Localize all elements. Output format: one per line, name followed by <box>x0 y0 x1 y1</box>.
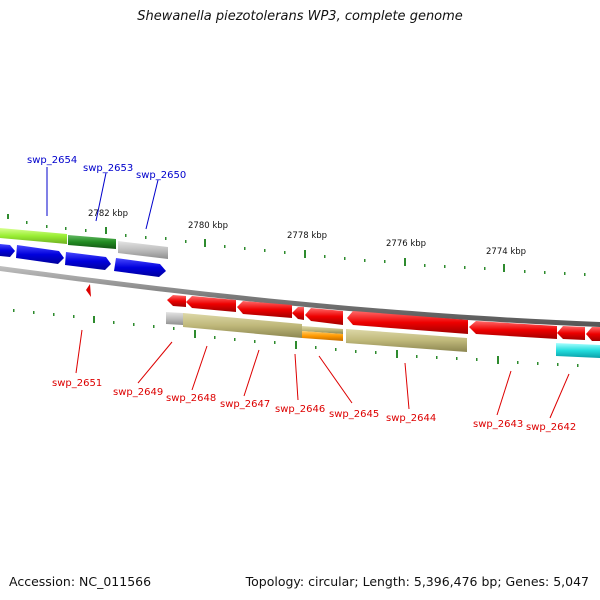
gene-arrow-blue <box>16 245 64 264</box>
lower-gene-labels: swp_2651 swp_2649 swp_2648 swp_2647 swp_… <box>52 329 576 433</box>
gene-marker-red <box>86 284 91 297</box>
map-title: Shewanella piezotolerans WP3, complete g… <box>137 9 463 24</box>
gene-label: swp_2643 <box>473 419 523 430</box>
gene-label: swp_2648 <box>166 393 216 404</box>
gene-arrow-blue <box>114 258 166 277</box>
scale-labels: 2782 kbp 2780 kbp 2778 kbp 2776 kbp 2774… <box>88 209 526 257</box>
gene-label: swp_2645 <box>329 409 379 420</box>
gene-arrow-khaki <box>183 313 302 338</box>
upper-gene-labels: swp_2654 swp_2653 swp_2650 <box>27 155 186 230</box>
gene-arrow-gray <box>166 312 183 325</box>
genome-summary-text: Topology: circular; Length: 5,396,476 bp… <box>245 574 589 589</box>
upper-strand-genes <box>0 228 168 277</box>
gene-arrow-red <box>586 327 600 341</box>
gene-label: swp_2646 <box>275 404 325 415</box>
scale-label: 2776 kbp <box>386 239 426 249</box>
gene-arrow-red <box>167 295 186 307</box>
gene-arrow-gray <box>118 241 168 259</box>
gene-arrow-red <box>347 311 468 334</box>
gene-label: swp_2644 <box>386 413 436 424</box>
gene-arrow-blue <box>65 252 111 270</box>
gene-label: swp_2653 <box>83 163 133 174</box>
gene-arrow-blue <box>0 244 15 257</box>
gene-arrow-cyan <box>556 343 600 358</box>
accession-text: Accession: NC_011566 <box>9 574 152 589</box>
upper-scale-ticks <box>7 214 586 276</box>
scale-label: 2774 kbp <box>486 247 526 257</box>
genome-backbone <box>0 266 600 327</box>
gene-arrow-red <box>237 301 292 318</box>
scale-label: 2780 kbp <box>188 221 228 231</box>
gene-label: swp_2654 <box>27 155 77 166</box>
gene-label: swp_2650 <box>136 170 186 181</box>
lower-scale-ticks <box>13 309 579 367</box>
lower-strand-genes <box>166 295 600 358</box>
gene-arrow-orange <box>302 331 343 341</box>
gene-label: swp_2649 <box>113 387 163 398</box>
gene-arrow-khaki <box>302 326 343 334</box>
gene-label: swp_2647 <box>220 399 270 410</box>
scale-label: 2778 kbp <box>287 231 327 241</box>
gene-arrow-red <box>557 326 585 340</box>
gene-arrow-green <box>68 235 116 249</box>
gene-arrow-lime <box>0 228 67 244</box>
gene-arrow-khaki <box>346 329 467 352</box>
gene-arrow-red <box>292 307 304 320</box>
gene-arrow-red <box>186 296 236 312</box>
scale-label: 2782 kbp <box>88 209 128 219</box>
gene-label: swp_2651 <box>52 378 102 389</box>
gene-label: swp_2642 <box>526 422 576 433</box>
gene-arrow-red <box>305 308 343 325</box>
gene-arrow-red <box>469 321 557 339</box>
